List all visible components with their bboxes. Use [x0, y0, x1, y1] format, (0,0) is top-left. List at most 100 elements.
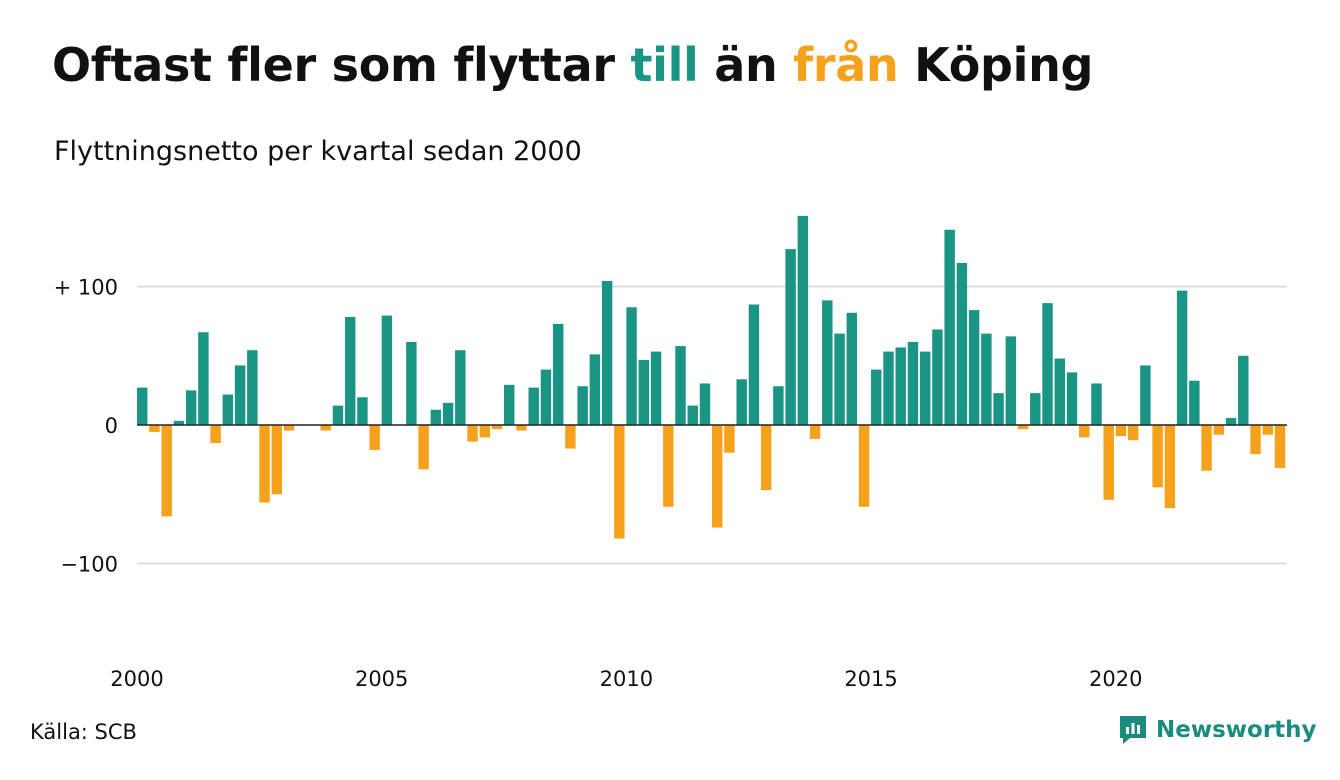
brand-name: Newsworthy	[1156, 717, 1317, 743]
bar	[455, 350, 466, 425]
bar	[137, 387, 148, 426]
gridlines	[137, 285, 1287, 565]
bar	[687, 405, 698, 425]
bar	[577, 386, 588, 425]
bar	[663, 425, 674, 507]
bar	[699, 383, 711, 425]
bar	[956, 262, 968, 425]
bar	[1164, 425, 1176, 509]
bar	[675, 346, 686, 426]
x-tick-label: 2015	[844, 667, 897, 691]
bar	[1054, 358, 1065, 425]
x-tick-label: 2000	[110, 667, 163, 691]
bar	[161, 425, 172, 517]
source-note: Källa: SCB	[30, 720, 137, 744]
bar-chart: + 100 0 −100 2000 2005 2010 2015 2020	[54, 215, 1287, 691]
bar	[1042, 303, 1053, 425]
bar	[834, 333, 845, 425]
x-axis-ticks: 2000 2005 2010 2015 2020	[110, 667, 1142, 691]
bar	[760, 425, 772, 491]
bar	[565, 425, 576, 449]
bar	[1103, 425, 1114, 500]
bar	[871, 369, 882, 425]
x-tick-label: 2020	[1089, 667, 1142, 691]
bar	[1225, 418, 1237, 425]
bar	[369, 425, 380, 450]
bar	[1213, 425, 1225, 435]
bar	[198, 332, 209, 425]
y-axis-ticks: + 100 0 −100	[54, 276, 118, 577]
bar	[259, 425, 270, 503]
bar	[1189, 380, 1200, 425]
bar	[1274, 425, 1286, 468]
title-part-2: än	[698, 38, 794, 92]
bar	[344, 316, 356, 425]
bar	[332, 405, 344, 425]
bar	[785, 249, 796, 425]
bar	[1079, 425, 1090, 438]
newsworthy-logo-icon	[1120, 716, 1146, 744]
bar	[222, 394, 234, 425]
bar	[822, 300, 833, 425]
bar	[944, 229, 955, 425]
bar	[993, 393, 1004, 425]
bar	[858, 425, 870, 507]
bar	[234, 365, 246, 425]
bar	[504, 384, 515, 425]
title-part-3: Köping	[898, 38, 1094, 92]
bar	[1238, 355, 1249, 425]
bar	[1066, 372, 1078, 425]
bar	[1005, 336, 1017, 425]
bar	[528, 387, 539, 426]
bar	[895, 347, 906, 425]
bar	[883, 351, 894, 426]
bar	[736, 379, 747, 425]
y-tick-label: −100	[60, 553, 118, 577]
bar	[1152, 425, 1163, 488]
bar	[185, 390, 197, 426]
bar	[1140, 365, 1151, 425]
bar	[809, 425, 821, 439]
bar	[381, 315, 393, 425]
title-word-fran: från	[793, 38, 899, 92]
bar	[1127, 425, 1139, 441]
bar	[271, 425, 282, 495]
bar	[1115, 425, 1127, 437]
bar	[846, 312, 857, 425]
bar	[516, 425, 527, 431]
bar	[626, 307, 637, 425]
bar	[406, 341, 417, 425]
bar	[210, 425, 221, 443]
bar	[418, 425, 429, 470]
bar	[907, 341, 919, 425]
chart-title: Oftast fler som flyttar till än från Köp…	[52, 38, 1093, 92]
bar	[968, 310, 980, 425]
bar	[919, 351, 931, 426]
bar	[1176, 290, 1188, 425]
bar	[797, 215, 809, 425]
bar	[748, 304, 760, 425]
bar	[712, 425, 723, 528]
bar	[601, 280, 613, 425]
y-tick-label: 0	[105, 414, 118, 438]
chart-subtitle: Flyttningsnetto per kvartal sedan 2000	[54, 136, 582, 167]
bar	[932, 329, 943, 425]
bar	[1262, 425, 1273, 435]
brand-logo-block: Newsworthy	[1118, 714, 1317, 746]
bar	[442, 402, 454, 425]
title-part-1: Oftast fler som flyttar	[52, 38, 631, 92]
bar	[589, 354, 601, 426]
bar	[981, 333, 992, 425]
bar	[491, 425, 503, 430]
x-tick-label: 2005	[355, 667, 408, 691]
bars	[137, 215, 1286, 539]
bar	[1201, 425, 1212, 471]
x-tick-label: 2010	[600, 667, 653, 691]
bar	[247, 350, 258, 425]
y-tick-label: + 100	[54, 276, 118, 300]
bar	[467, 425, 478, 442]
bar	[552, 323, 564, 425]
bar	[430, 409, 442, 425]
bar	[173, 420, 185, 426]
bar	[320, 425, 331, 431]
